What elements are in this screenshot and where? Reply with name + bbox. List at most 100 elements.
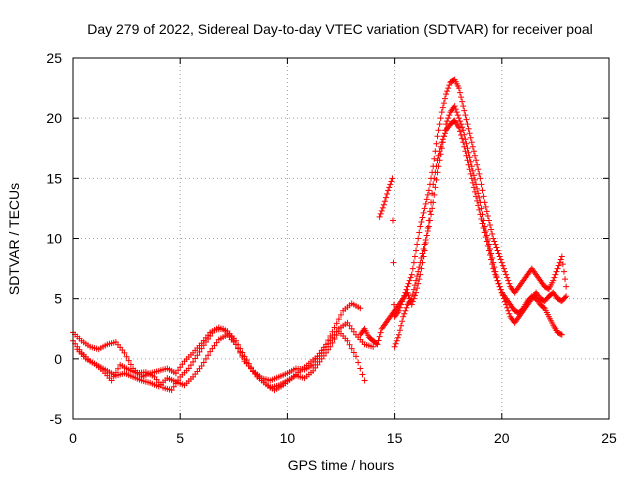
data-point xyxy=(489,230,496,237)
data-point xyxy=(179,361,186,368)
data-point xyxy=(429,190,436,197)
data-point xyxy=(399,318,406,325)
data-point xyxy=(380,201,387,208)
data-point xyxy=(202,355,209,362)
data-point xyxy=(478,215,485,222)
data-point xyxy=(416,229,423,236)
data-point xyxy=(416,276,423,283)
data-point xyxy=(213,339,220,346)
data-point xyxy=(376,213,383,220)
data-point xyxy=(487,252,494,259)
data-point xyxy=(172,380,179,387)
data-point xyxy=(464,145,471,152)
data-point xyxy=(440,100,447,107)
data-point xyxy=(497,256,504,263)
data-point xyxy=(388,178,395,185)
plot-frame xyxy=(72,57,610,420)
data-point xyxy=(394,334,401,341)
data-point xyxy=(475,166,482,173)
data-point xyxy=(470,172,477,179)
data-point xyxy=(484,212,491,219)
data-point xyxy=(558,253,565,260)
data-point xyxy=(415,280,422,287)
data-point xyxy=(389,217,396,224)
data-point xyxy=(419,259,426,266)
data-point xyxy=(431,175,438,182)
data-point xyxy=(478,181,485,188)
data-point xyxy=(425,187,432,194)
y-tick-label: 25 xyxy=(46,50,62,66)
data-point xyxy=(465,125,472,132)
data-point xyxy=(112,369,119,376)
data-point xyxy=(468,163,475,170)
data-point xyxy=(480,193,487,200)
data-point xyxy=(410,259,417,266)
data-point xyxy=(410,295,417,302)
data-point xyxy=(494,277,501,284)
data-point xyxy=(446,112,453,119)
data-point xyxy=(127,361,134,368)
data-point xyxy=(423,232,430,239)
data-point xyxy=(329,339,336,346)
data-point xyxy=(551,274,558,281)
data-point xyxy=(413,277,420,284)
data-point xyxy=(492,271,499,278)
data-point xyxy=(355,359,362,366)
data-point xyxy=(460,103,467,110)
data-point xyxy=(327,332,334,339)
y-tick-label: 20 xyxy=(46,110,62,126)
data-point xyxy=(400,313,407,320)
data-point xyxy=(432,184,439,191)
data-point xyxy=(396,327,403,334)
data-point xyxy=(460,139,467,146)
data-point xyxy=(357,365,364,372)
data-point xyxy=(444,118,451,125)
data-point xyxy=(344,319,351,326)
data-point xyxy=(441,95,448,102)
data-point xyxy=(108,377,115,384)
data-point xyxy=(462,148,469,155)
data-point xyxy=(322,341,329,348)
data-point xyxy=(502,298,509,305)
data-point xyxy=(562,276,569,283)
data-point xyxy=(373,340,380,347)
data-point xyxy=(469,179,476,186)
data-point xyxy=(387,181,394,188)
data-point xyxy=(499,262,506,269)
data-point xyxy=(445,85,452,92)
data-point xyxy=(333,320,340,327)
data-point xyxy=(488,256,495,263)
data-point xyxy=(168,387,175,394)
data-point xyxy=(540,304,547,311)
data-point xyxy=(458,132,465,139)
data-point xyxy=(464,157,471,164)
data-point xyxy=(550,277,557,284)
data-point xyxy=(421,205,428,212)
data-point xyxy=(475,202,482,209)
data-point xyxy=(432,169,439,176)
data-point xyxy=(377,210,384,217)
data-point xyxy=(490,235,497,242)
data-point xyxy=(405,292,412,299)
data-point xyxy=(318,355,325,362)
data-point xyxy=(467,170,474,177)
data-point xyxy=(488,226,495,233)
data-point xyxy=(558,331,565,338)
data-point xyxy=(468,139,475,146)
y-tick-label: -5 xyxy=(50,411,63,427)
x-tick-label: 10 xyxy=(280,430,296,446)
data-point xyxy=(461,143,468,150)
data-point xyxy=(396,304,403,311)
data-point xyxy=(430,181,437,188)
data-point xyxy=(504,304,511,311)
data-point xyxy=(480,224,487,231)
data-point xyxy=(426,208,433,215)
data-point xyxy=(115,365,122,372)
data-point xyxy=(440,133,447,140)
data-point xyxy=(482,203,489,210)
data-point xyxy=(506,310,513,317)
data-point xyxy=(228,334,235,341)
data-point xyxy=(498,289,505,296)
data-point xyxy=(503,301,510,308)
data-point xyxy=(473,181,480,188)
